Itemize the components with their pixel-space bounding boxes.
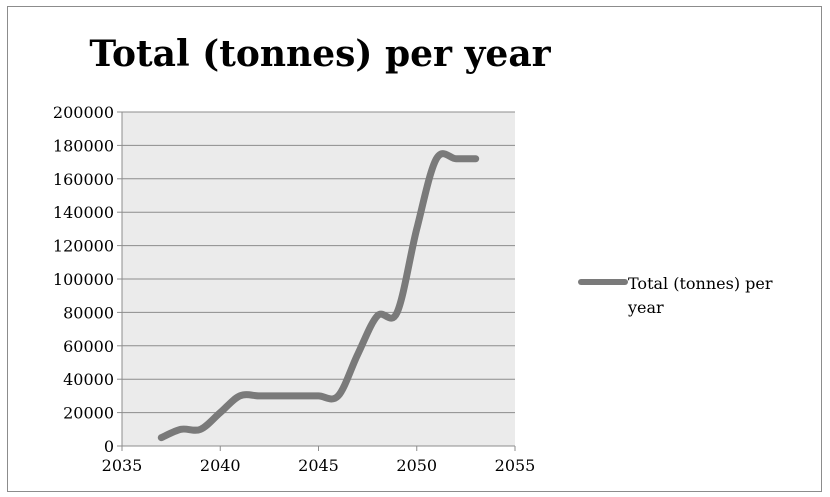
y-tick-label: 120000 xyxy=(53,237,114,256)
axes xyxy=(117,111,516,451)
y-tick-label: 100000 xyxy=(53,270,114,289)
y-tick-label: 40000 xyxy=(63,370,114,389)
series-layer xyxy=(157,150,480,442)
legend-swatch xyxy=(578,279,628,285)
x-tick-label: 2040 xyxy=(200,456,241,475)
y-tick-label: 200000 xyxy=(53,103,114,122)
y-tick-label: 20000 xyxy=(63,404,114,423)
legend-label: Total (tonnes) per year xyxy=(628,274,773,317)
y-tick-label: 140000 xyxy=(53,203,114,222)
tick-labels: 0 20000 40000 60000 80000 100000 120000 140000 1… xyxy=(53,103,535,475)
y-tick-label: 180000 xyxy=(53,136,114,155)
y-tick-label: 80000 xyxy=(63,303,114,322)
grid-lines xyxy=(122,111,515,414)
x-tick-label: 2050 xyxy=(396,456,437,475)
y-tick-label: 160000 xyxy=(53,170,114,189)
x-tick-label: 2055 xyxy=(495,456,536,475)
y-tick-label: 0 xyxy=(104,437,114,456)
chart-title: Total (tonnes) per year xyxy=(89,33,551,75)
x-tick-label: 2035 xyxy=(102,456,143,475)
x-tick-label: 2045 xyxy=(298,456,339,475)
series-line xyxy=(157,150,480,442)
y-tick-label: 60000 xyxy=(63,337,114,356)
